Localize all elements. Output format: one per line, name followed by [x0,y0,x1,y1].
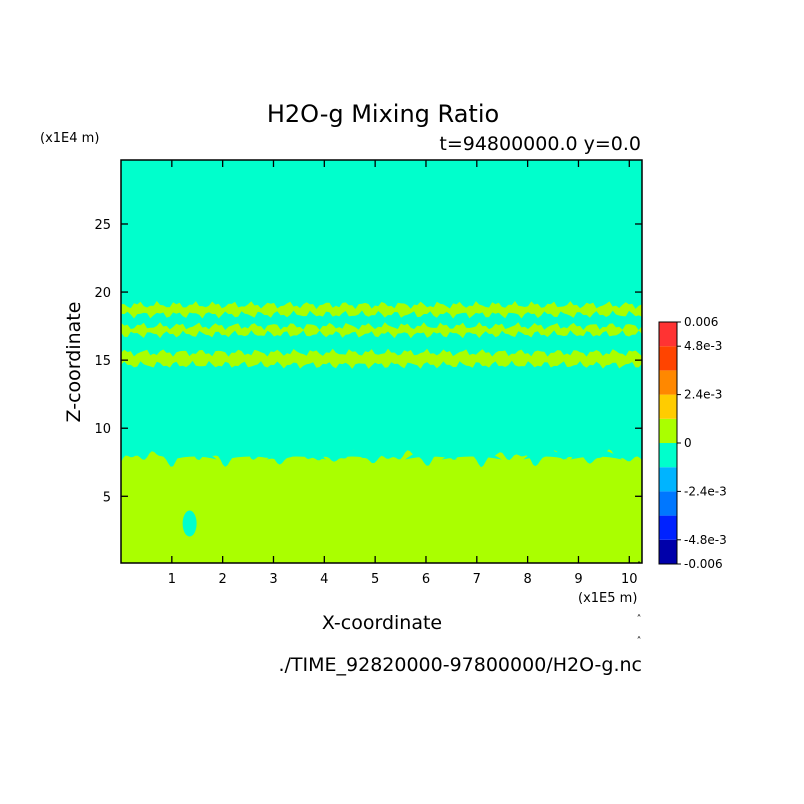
contour-field [121,160,642,563]
colorbar-segment [659,539,677,564]
colorbar-segment [659,467,677,492]
x-tick-label: 5 [371,572,379,587]
moisture-band [121,301,642,319]
x-tick-label: 1 [168,572,176,587]
x-axis-label: X-coordinate [322,612,442,634]
colorbar-segment [659,515,677,540]
chart-title: H2O-g Mixing Ratio [267,100,499,128]
y-tick-label: 10 [94,422,111,437]
arch-gap [330,449,375,460]
colorbar-label: -2.4e-3 [684,484,727,498]
y-tick-label: 20 [94,286,111,301]
axis-end-mark: ˄ [637,613,642,625]
x-tick-label: 2 [219,572,227,587]
colorbar-segment [659,394,677,419]
contour-hole [182,510,197,537]
y-axis-label: Z-coordinate [63,302,85,423]
arch-gap [441,449,502,460]
plot-frame [120,159,643,564]
colorbar: 0.006 4.8e-3 2.4e-3 0 -2.4e-3 -4.8e-3 -0.006 [658,315,727,571]
lower-layer [121,449,642,563]
arch-gap [224,449,277,460]
colorbar-segment [659,418,677,443]
colorbar-label: -0.006 [684,557,723,571]
colorbar-segment [659,322,677,347]
moisture-band [121,348,642,369]
axis-end-mark: ˄ [637,635,642,647]
x-tick-label: 7 [473,572,481,587]
x-tick-label: 4 [320,572,328,587]
colorbar-segment [659,346,677,371]
axis-end-mark: ˄ [637,560,642,572]
x-axis: 1 2 3 4 5 6 7 8 9 10 [168,160,638,587]
x-tick-label: 6 [422,572,430,587]
colorbar-segment [659,443,677,468]
colorbar-label: 0 [684,436,692,450]
arch-gap [266,449,327,460]
y-axis: 5 10 15 20 25 [94,218,642,505]
arch-gap [172,449,217,460]
colorbar-label: 2.4e-3 [684,388,722,402]
colorbar-segment [659,491,677,516]
y-tick-label: 15 [94,354,111,369]
arch-gap [570,449,623,460]
colorbar-segment [659,370,677,395]
footer-path: ./TIME_92820000-97800000/H2O-g.nc [278,654,642,676]
chart-subtitle: t=94800000.0 y=0.0 [439,133,641,155]
x-tick-label: 9 [574,572,582,587]
arch-gap [405,449,458,460]
y-tick-label: 5 [103,490,111,505]
y-scale-label: (x1E4 m) [40,131,99,146]
y-tick-label: 25 [94,218,111,233]
x-tick-label: 10 [621,572,638,587]
arch-gap [523,449,568,460]
colorbar-label: 4.8e-3 [684,339,722,353]
axis-end-marks: ˄ ˄ ˄ [637,560,642,647]
moisture-band [121,322,642,339]
colorbar-label: 0.006 [684,315,718,329]
colorbar-label: -4.8e-3 [684,533,727,547]
x-tick-label: 3 [269,572,277,587]
x-scale-label: (x1E5 m) [578,591,637,606]
x-tick-label: 8 [523,572,531,587]
